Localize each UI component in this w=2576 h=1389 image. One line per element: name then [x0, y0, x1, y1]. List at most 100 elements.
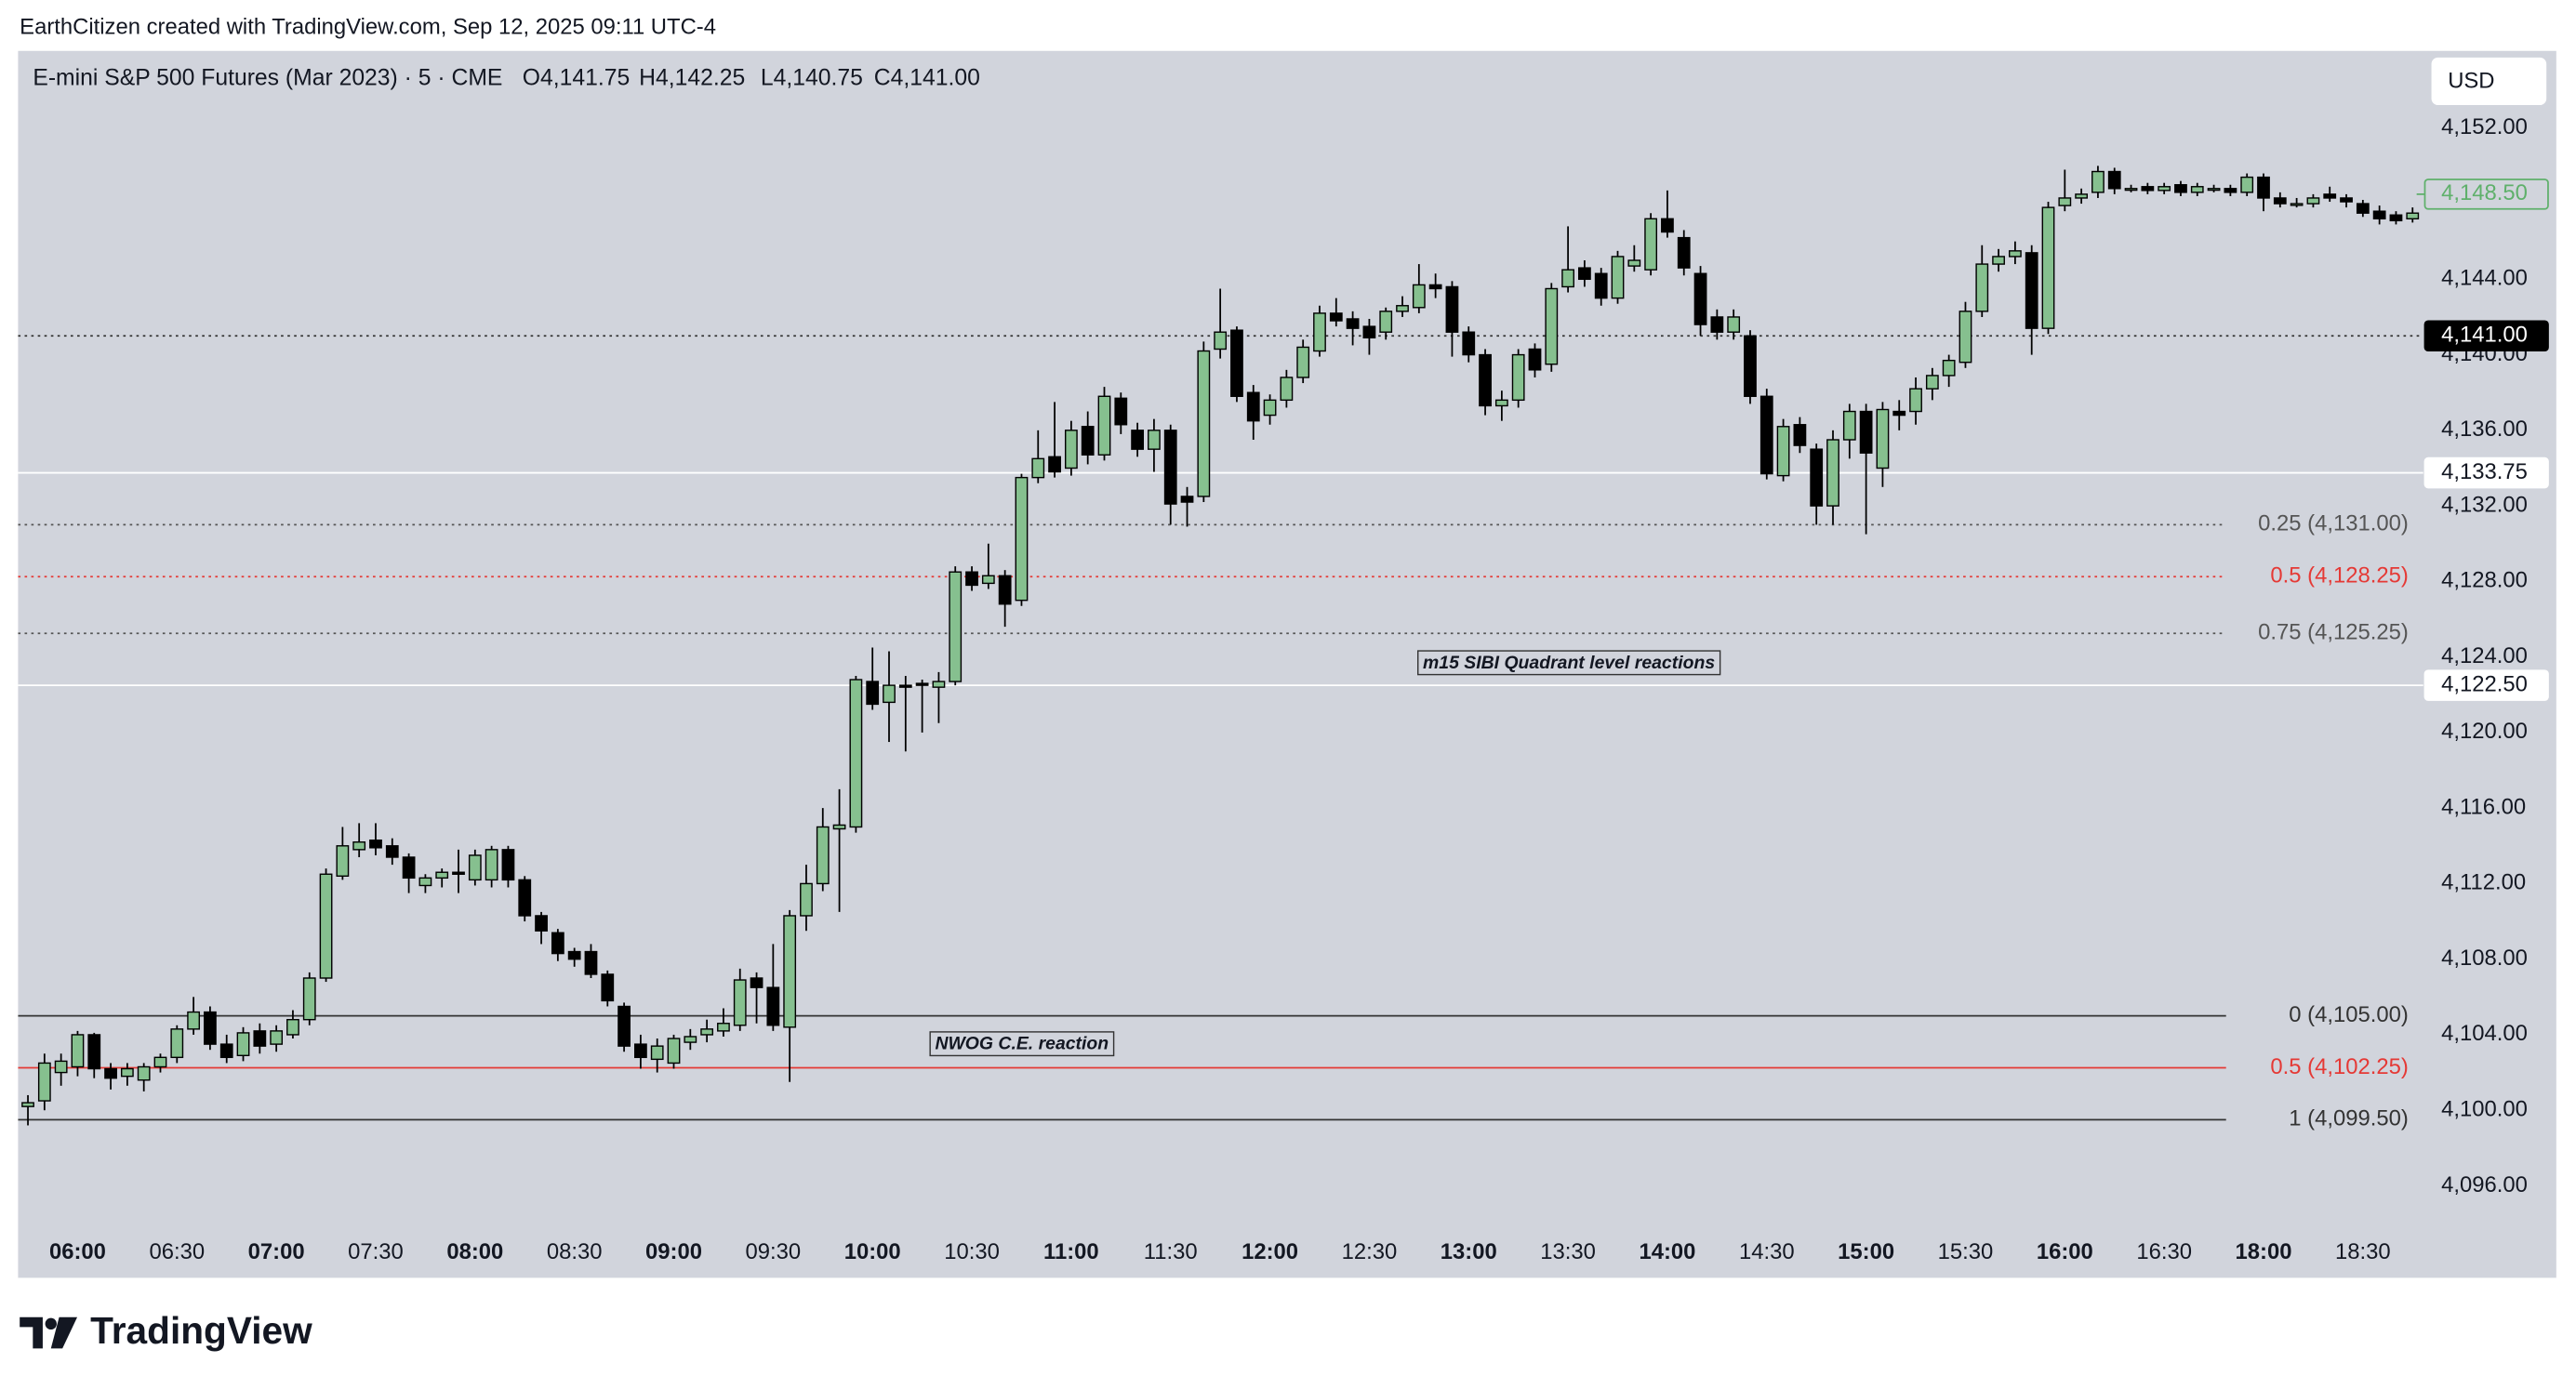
candle-body [21, 1102, 34, 1107]
candle-body [2025, 252, 2038, 329]
candle-body [1097, 395, 1111, 456]
candle-body [153, 1056, 167, 1068]
candle-body [1842, 410, 1856, 441]
candle-body [1362, 325, 1376, 339]
candle-body [2008, 250, 2022, 258]
candle-body [1263, 399, 1277, 417]
x-tick-label: 09:30 [746, 1239, 802, 1264]
x-tick-label: 11:30 [1144, 1239, 1198, 1264]
price-badge: 4,133.75 [2441, 459, 2528, 484]
x-tick-label: 18:30 [2335, 1239, 2391, 1264]
candle-body [1611, 256, 1625, 299]
x-tick-label: 06:00 [49, 1239, 106, 1264]
price-badge-bg [2423, 456, 2549, 489]
y-tick-label: 4,152.00 [2441, 114, 2528, 139]
x-tick-label: 13:30 [1540, 1239, 1596, 1264]
candle-body [87, 1034, 101, 1070]
legend-low: L4,140.75 [761, 65, 863, 90]
candle-body [2273, 197, 2287, 205]
level-label: 0.5 (4,128.25) [2270, 563, 2408, 589]
level-label: 0 (4,105.00) [2289, 1002, 2409, 1027]
candle-body [800, 882, 813, 917]
y-tick-label: 4,108.00 [2441, 946, 2528, 971]
price-badge: 4,141.00 [2441, 323, 2528, 348]
candle-body [2224, 188, 2237, 193]
candle-body [849, 679, 863, 828]
candle-body [435, 871, 449, 880]
last-price-badge: 4,148.50 [2441, 180, 2528, 205]
annotation: NWOG C.E. reaction [935, 1034, 1109, 1054]
candle-body [402, 856, 416, 880]
candle-body [1710, 316, 1724, 333]
candle-body [1727, 316, 1741, 333]
candle-body [1230, 329, 1243, 397]
candle-body [1744, 335, 1757, 397]
candle-body [1561, 269, 1574, 288]
candle-body [1396, 305, 1409, 312]
candle-body [1280, 377, 1294, 402]
candle-body [270, 1030, 284, 1045]
x-tick-label: 07:00 [248, 1239, 305, 1264]
candle-body [684, 1036, 697, 1043]
candle-body [1428, 284, 1442, 290]
candle-body [932, 681, 946, 688]
candle-body [1163, 430, 1177, 505]
candle-body [2075, 193, 2089, 199]
x-tick-label: 15:30 [1938, 1239, 1994, 1264]
candle-body [2158, 186, 2171, 192]
legend-high: H4,142.25 [639, 65, 745, 90]
candle-body [1594, 272, 1608, 299]
x-tick-label: 09:00 [645, 1239, 702, 1264]
annotation-box [1417, 650, 1721, 676]
candle-body [187, 1011, 200, 1030]
currency-button[interactable] [2431, 57, 2547, 106]
currency-label[interactable]: USD [2448, 69, 2494, 94]
candle-body [1644, 218, 1658, 271]
candle-body [1810, 448, 1824, 507]
candle-body [219, 1043, 233, 1059]
candle-body [981, 575, 995, 585]
candle-body [518, 879, 532, 917]
candle-body [601, 973, 615, 1002]
level-label: 0.75 (4,125.25) [2258, 620, 2409, 645]
candle-body [236, 1032, 250, 1057]
candle-body [1015, 476, 1029, 602]
candle-body [104, 1067, 117, 1079]
candle-body [2141, 186, 2155, 192]
candle-body [120, 1067, 134, 1078]
candle-body [898, 684, 912, 688]
candle-body [2356, 203, 2370, 214]
candle-body [1197, 350, 1211, 497]
candle-body [2290, 203, 2304, 206]
chart-pane [18, 50, 2556, 1278]
candle-body [2058, 197, 2072, 206]
x-tick-label: 14:00 [1639, 1239, 1695, 1264]
candle-body [1296, 346, 1310, 378]
candle-body [1677, 236, 1691, 269]
candle-body [1826, 439, 1839, 507]
candle-body [1131, 430, 1145, 450]
y-tick-label: 4,132.00 [2441, 492, 2528, 517]
candle-body [1031, 457, 1045, 479]
candle-body [253, 1030, 267, 1047]
candle-body [1545, 287, 1559, 365]
x-tick-label: 14:30 [1739, 1239, 1795, 1264]
x-tick-label: 10:30 [944, 1239, 1000, 1264]
candle-body [816, 826, 830, 885]
candle-body [137, 1065, 151, 1081]
candle-body [1114, 397, 1128, 426]
candle-body [319, 873, 333, 979]
last-price-badge-bg [2423, 179, 2549, 210]
candle-body [535, 915, 548, 932]
x-tick-label: 08:30 [547, 1239, 603, 1264]
candle-body [2257, 176, 2270, 199]
candle-body [1462, 331, 1476, 356]
candle-body [54, 1060, 68, 1074]
x-tick-label: 16:00 [2037, 1239, 2093, 1264]
candle-body [1313, 312, 1326, 352]
brand-logo [20, 1316, 78, 1349]
candle-body [2190, 186, 2204, 193]
x-tick-label: 12:00 [1242, 1239, 1298, 1264]
